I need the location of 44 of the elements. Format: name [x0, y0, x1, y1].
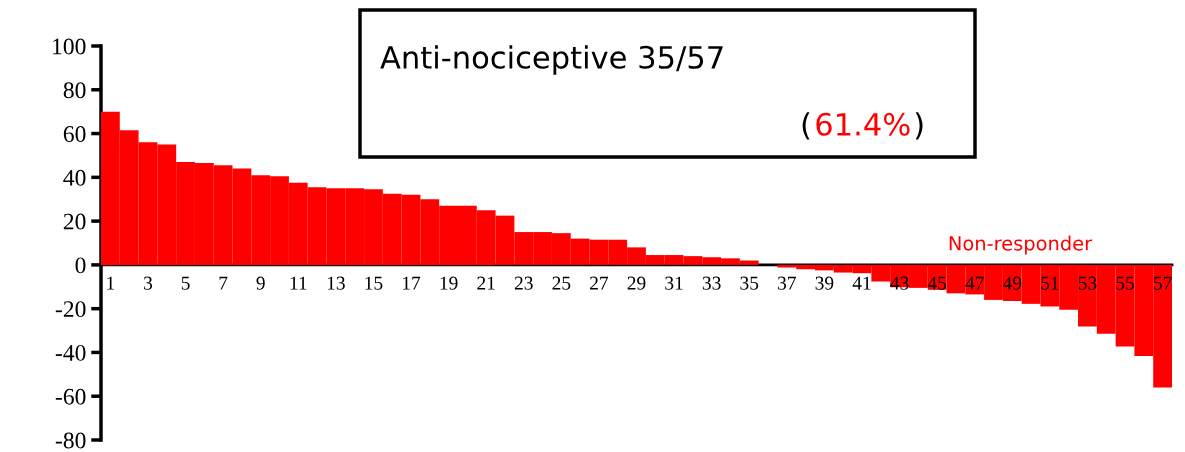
x-tick-label: 27 — [590, 276, 609, 290]
y-tick-label: -60 — [55, 388, 86, 405]
annotation: ) — [915, 112, 923, 140]
x-tick-label: 29 — [627, 276, 646, 290]
x-tick-label: 15 — [365, 276, 383, 290]
x-tick-label: 13 — [327, 276, 345, 290]
x-tick-label: 9 — [256, 276, 265, 290]
x-tick-label: 43 — [890, 276, 909, 290]
x-tick-label: 53 — [1078, 276, 1097, 290]
annotation: ( — [802, 112, 810, 140]
y-tick-label: 20 — [63, 213, 86, 230]
annotation: 61.4% — [816, 112, 910, 136]
x-tick-label: 33 — [702, 276, 721, 290]
x-tick-label: 23 — [514, 276, 533, 290]
annotation: Anti-nociceptive 35/57 — [380, 45, 723, 75]
x-tick-label: 37 — [778, 276, 796, 290]
x-tick-label: 47 — [965, 276, 984, 290]
x-tick-label: 49 — [1002, 276, 1022, 290]
x-tick-label: 7 — [219, 276, 228, 290]
x-tick-label: 5 — [181, 276, 190, 290]
y-tick-label: 40 — [63, 169, 86, 186]
y-tick-label: -80 — [55, 432, 86, 449]
y-tick-label: -40 — [55, 344, 86, 361]
x-tick-label: 25 — [552, 276, 571, 290]
x-tick-label: 11 — [290, 276, 307, 290]
x-tick-label: 55 — [1116, 276, 1134, 290]
x-tick-label: 57 — [1154, 276, 1172, 290]
y-tick-label: 0 — [75, 257, 86, 274]
x-tick-label: 21 — [477, 276, 495, 290]
y-tick-label: 60 — [63, 126, 86, 142]
x-tick-label: 45 — [927, 276, 947, 290]
x-tick-label: 51 — [1041, 276, 1059, 290]
x-tick-label: 41 — [852, 276, 871, 290]
x-tick-label: 19 — [440, 276, 458, 290]
y-tick-label: 100 — [53, 38, 86, 55]
y-tick-label: 80 — [63, 82, 86, 99]
annotation: Non-responder — [949, 235, 1093, 255]
x-tick-label: 35 — [740, 276, 759, 290]
x-tick-label: 39 — [815, 276, 834, 290]
x-tick-label: 17 — [403, 276, 421, 290]
y-tick-label: -20 — [55, 301, 86, 318]
x-tick-label: 3 — [144, 276, 153, 290]
x-tick-label: 1 — [107, 276, 115, 290]
x-tick-label: 31 — [665, 276, 683, 290]
